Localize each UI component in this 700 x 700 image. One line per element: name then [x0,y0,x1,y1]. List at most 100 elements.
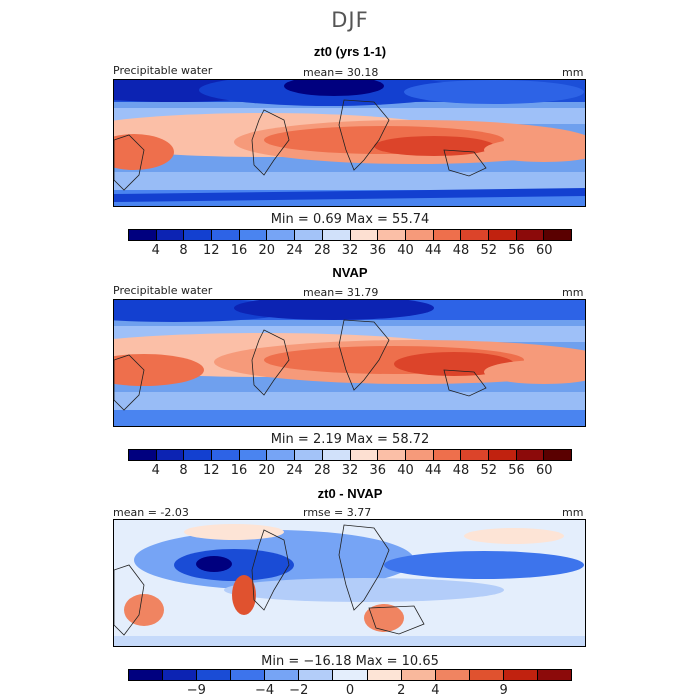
colorbar-segment [156,230,185,240]
colorbar-segment [367,670,402,680]
colorbar-segment [544,230,571,240]
colorbar-segment [212,450,240,460]
colorbar-tick-label: 52 [480,243,498,258]
panel-2-minmax: Min = 2.19 Max = 58.72 [270,432,430,447]
colorbar-segment [488,450,517,460]
colorbar-tick-label: 9 [499,683,508,698]
panel-2-map [113,299,586,427]
colorbar-segment [129,450,157,460]
colorbar-segment [129,230,157,240]
panel-3-units: mm [562,506,584,519]
colorbar-tick-label: −9 [186,683,206,698]
colorbar-segment [433,230,462,240]
colorbar-segment [295,450,323,460]
colorbar-segment [231,670,266,680]
colorbar-tick-label: 4 [151,243,160,258]
panel-2-variable-label: Precipitable water [113,284,213,297]
colorbar-tick-label: 8 [179,463,188,478]
panel-3-colorbar-ticks: −9 −4 −2 0 2 4 9 [128,683,572,699]
panel-2-mean-label: mean= 31.79 [303,286,379,299]
colorbar-segment [267,450,296,460]
colorbar-tick-label: −2 [289,683,309,698]
panel-1-map [113,79,586,207]
colorbar-tick-label: 32 [341,463,359,478]
colorbar-tick-label: 24 [286,463,303,478]
colorbar-tick-label: 32 [341,243,359,258]
colorbar-tick-label: 2 [397,683,406,698]
colorbar-segment [537,670,572,680]
colorbar-segment [239,230,268,240]
panel-1-mean-label: mean= 30.18 [303,66,379,79]
panel-1-field [114,80,585,206]
colorbar-tick-label: 40 [397,463,414,478]
colorbar-tick-label: 4 [151,463,160,478]
colorbar-segment [197,670,232,680]
panel-2-colorbar [128,449,572,461]
colorbar-tick-label: 60 [535,243,553,258]
colorbar-segment [516,230,545,240]
colorbar-segment [461,450,489,460]
colorbar-tick-label: 56 [508,243,525,258]
colorbar-tick-label: 24 [286,243,303,258]
colorbar-segment [405,230,434,240]
colorbar-tick-label: 4 [431,683,440,698]
colorbar-tick-label: 44 [424,243,442,258]
colorbar-tick-label: 44 [424,463,442,478]
colorbar-segment [295,230,323,240]
panel-3-minmax: Min = −16.18 Max = 10.65 [261,654,439,669]
panel-3-colorbar [128,669,572,681]
panel-1-units: mm [562,66,584,79]
panel-2-field [114,300,585,426]
colorbar-segment [267,230,296,240]
colorbar-tick-label: 56 [508,463,525,478]
colorbar-tick-label: 16 [230,463,248,478]
panel-3-title: zt0 - NVAP [317,486,383,501]
panel-2-colorbar-ticks: 4 8 12 16 20 24 28 32 36 40 44 48 52 56 60 [128,463,572,479]
colorbar-tick-label: 36 [369,243,387,258]
colorbar-segment [378,230,406,240]
colorbar-tick-label: 36 [369,463,387,478]
colorbar-segment [239,450,268,460]
panel-1-variable-label: Precipitable water [113,64,213,77]
colorbar-segment [184,230,213,240]
colorbar-segment [129,670,164,680]
colorbar-segment [299,670,334,680]
panel-2-units: mm [562,286,584,299]
panel-3-rmse-label: rmse = 3.77 [303,506,372,519]
colorbar-tick-label: 12 [202,463,220,478]
colorbar-segment [350,230,379,240]
colorbar-tick-label: 28 [313,463,331,478]
colorbar-tick-label: 28 [313,243,331,258]
colorbar-tick-label: 48 [452,243,470,258]
colorbar-tick-label: 48 [452,463,470,478]
colorbar-segment [461,230,489,240]
season-title: DJF [331,8,369,32]
colorbar-segment [433,450,462,460]
panel-1-colorbar [128,229,572,241]
colorbar-tick-label: 16 [230,243,248,258]
colorbar-segment [265,670,300,680]
colorbar-tick-label: 20 [258,463,276,478]
panel-1-minmax: Min = 0.69 Max = 55.74 [270,212,430,227]
colorbar-segment [333,670,368,680]
colorbar-segment [212,230,240,240]
colorbar-tick-label: 52 [480,463,498,478]
colorbar-tick-label: 60 [535,463,553,478]
colorbar-segment [435,670,470,680]
panel-2-title: NVAP [332,265,368,280]
colorbar-tick-label: −4 [255,683,275,698]
panel-3-field [114,520,585,646]
colorbar-segment [322,450,351,460]
colorbar-segment [503,670,538,680]
colorbar-segment [544,450,571,460]
panel-1-colorbar-ticks: 4 8 12 16 20 24 28 32 36 40 44 48 52 56 60 [128,243,572,259]
panel-3-mean-label: mean = -2.03 [113,506,189,519]
colorbar-tick-label: 8 [179,243,188,258]
colorbar-segment [401,670,436,680]
colorbar-tick-label: 12 [202,243,220,258]
colorbar-tick-label: 40 [397,243,414,258]
colorbar-tick-label: 0 [345,683,355,698]
colorbar-segment [156,450,185,460]
panel-3-map [113,519,586,647]
colorbar-tick-label: 20 [258,243,276,258]
